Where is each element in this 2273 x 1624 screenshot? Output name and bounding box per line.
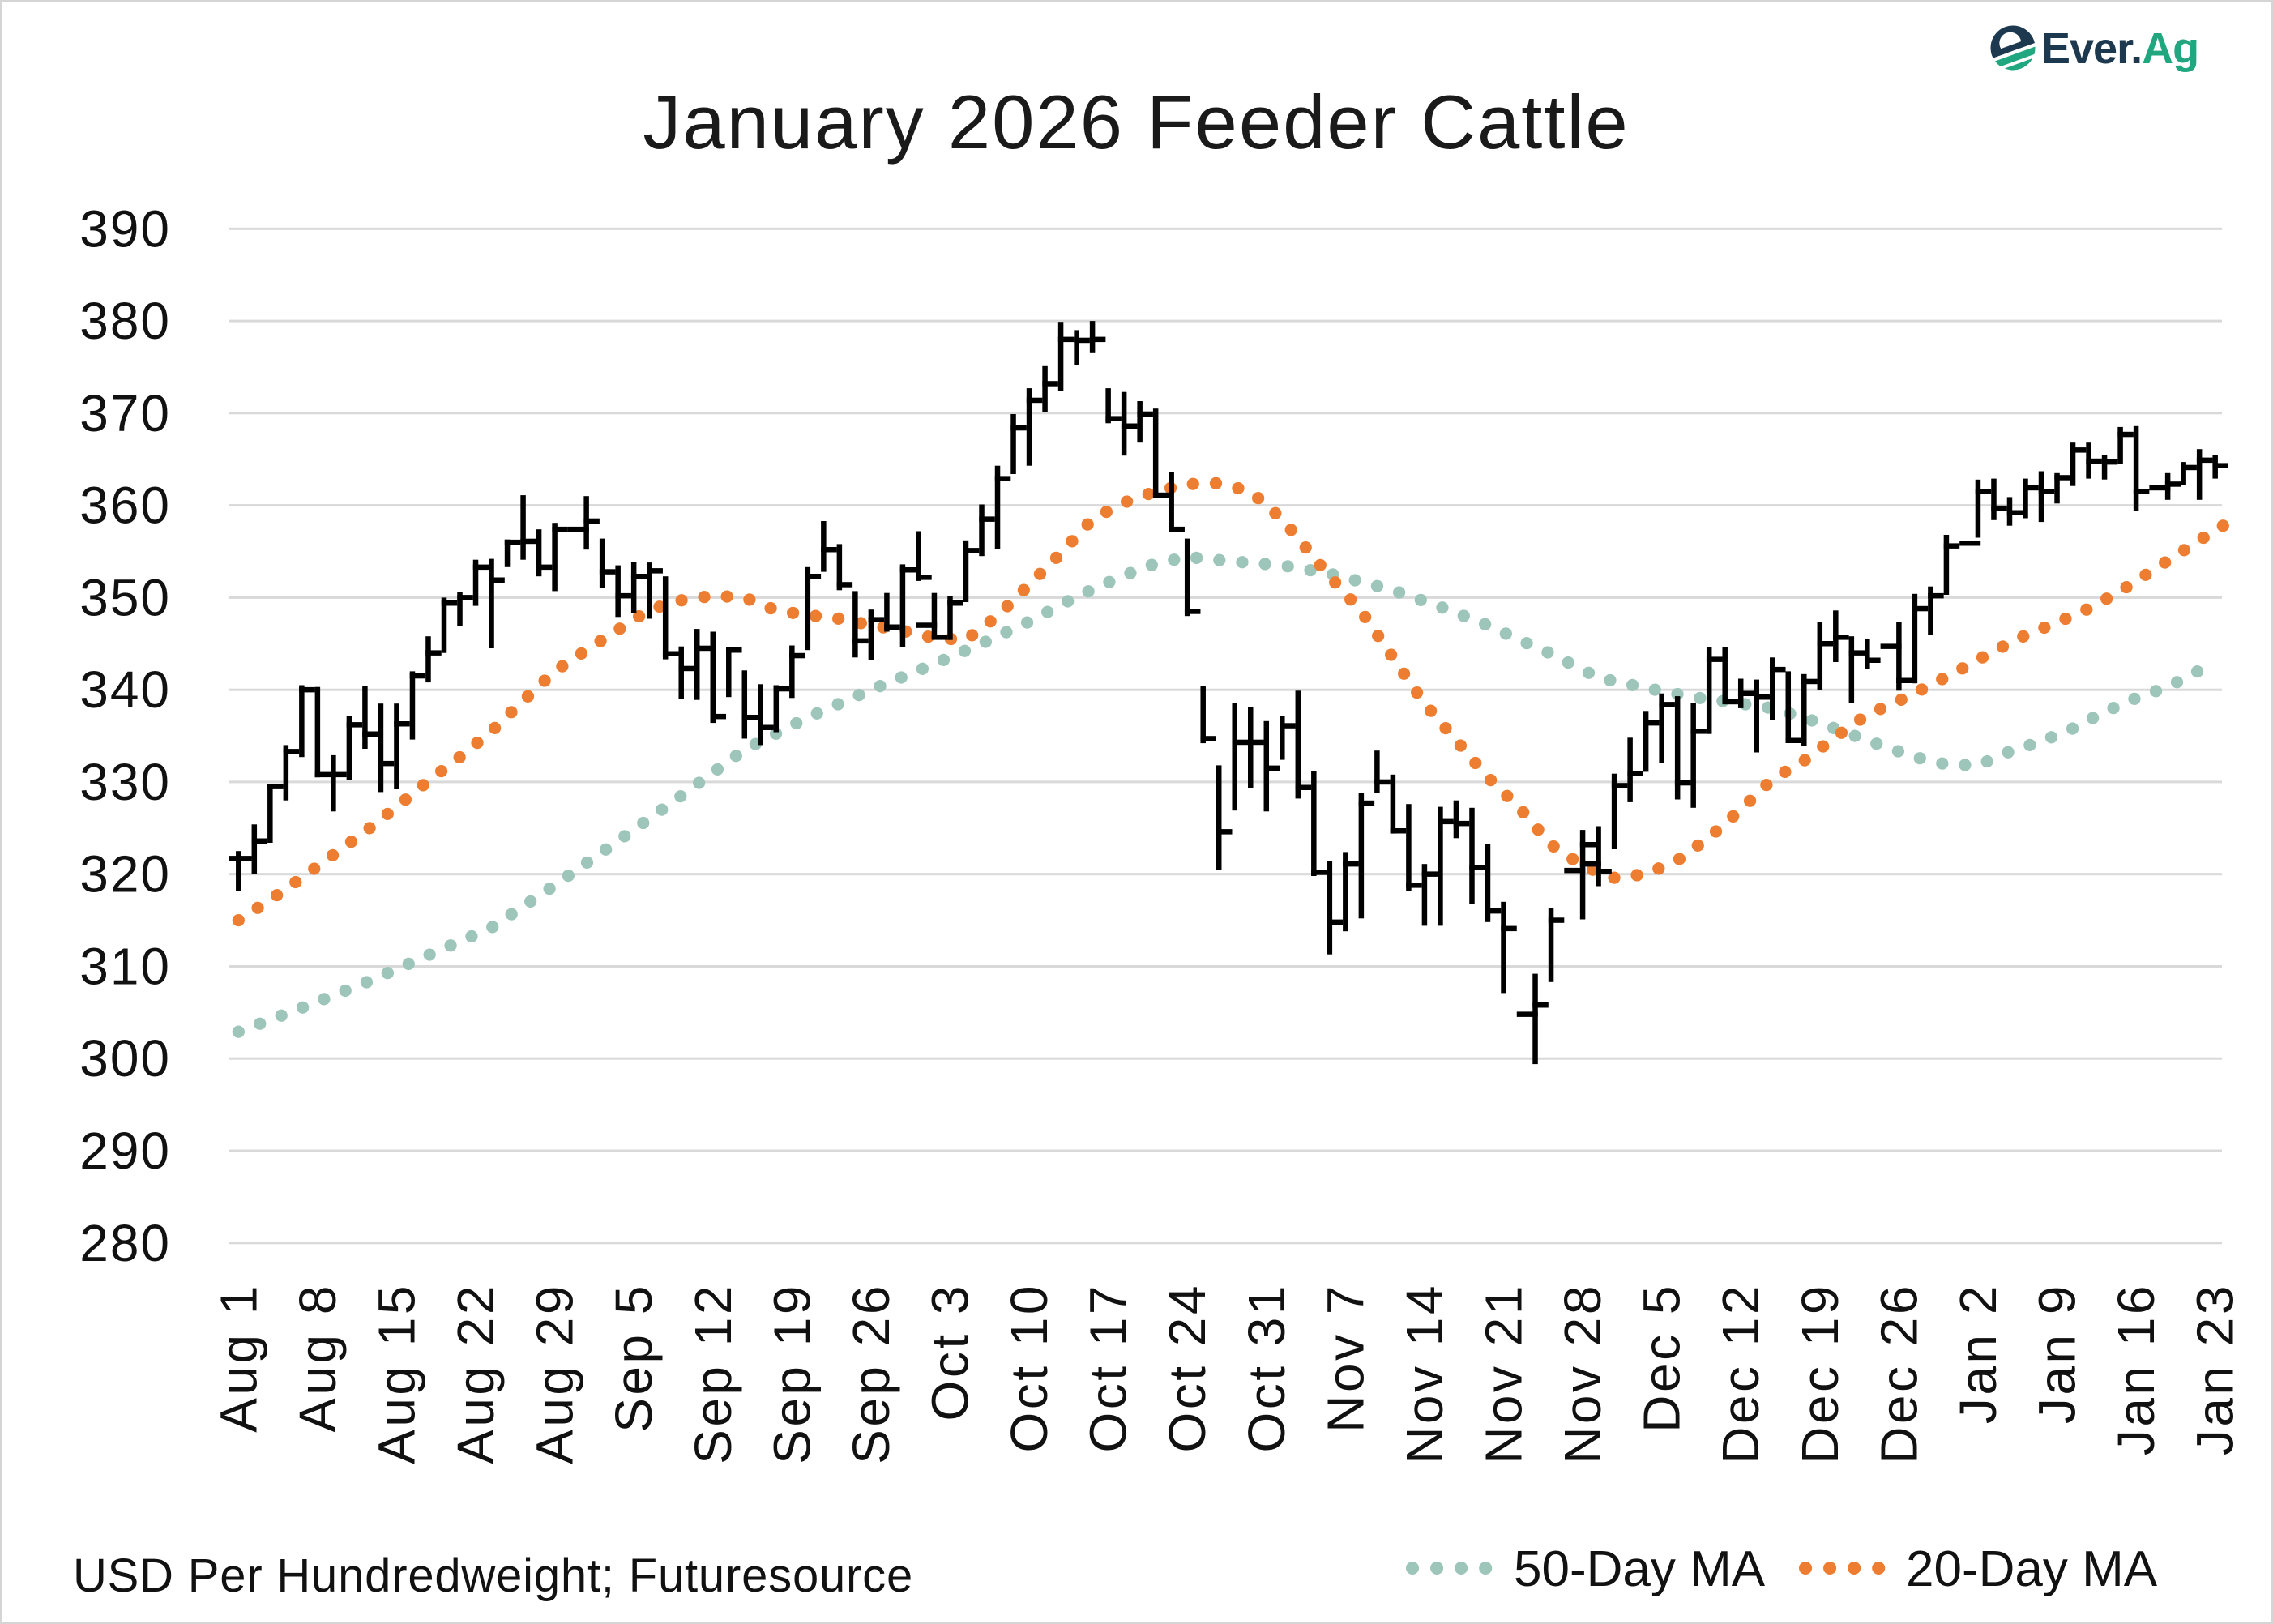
svg-text:380: 380: [79, 292, 171, 350]
svg-text:Jan 2: Jan 2: [1949, 1283, 2007, 1424]
svg-text:Sep 5: Sep 5: [605, 1283, 663, 1433]
svg-text:340: 340: [79, 660, 171, 719]
svg-text:360: 360: [79, 477, 171, 535]
svg-text:Nov 14: Nov 14: [1395, 1283, 1454, 1464]
svg-text:Nov 28: Nov 28: [1553, 1283, 1612, 1464]
svg-text:Aug 1: Aug 1: [209, 1283, 267, 1433]
svg-text:Sep 26: Sep 26: [842, 1283, 900, 1464]
svg-text:Oct 24: Oct 24: [1158, 1283, 1216, 1453]
svg-text:Nov 7: Nov 7: [1316, 1283, 1374, 1433]
svg-text:Dec 5: Dec 5: [1633, 1283, 1691, 1433]
svg-text:January 2026 Feeder Cattle: January 2026 Feeder Cattle: [643, 79, 1629, 165]
svg-text:Dec 19: Dec 19: [1791, 1283, 1849, 1464]
svg-text:Jan 16: Jan 16: [2107, 1283, 2165, 1455]
svg-text:Aug 15: Aug 15: [368, 1283, 426, 1464]
svg-text:Aug 22: Aug 22: [446, 1283, 505, 1464]
svg-text:20-Day MA: 20-Day MA: [1906, 1541, 2158, 1597]
svg-text:Oct 3: Oct 3: [921, 1283, 980, 1421]
svg-text:Ever.Ag: Ever.Ag: [2041, 24, 2198, 73]
svg-text:320: 320: [79, 845, 171, 904]
svg-text:Nov 21: Nov 21: [1475, 1283, 1533, 1464]
svg-text:280: 280: [79, 1214, 171, 1272]
svg-text:370: 370: [79, 384, 171, 442]
svg-text:Aug 8: Aug 8: [288, 1283, 347, 1433]
svg-text:Jan 23: Jan 23: [2186, 1283, 2245, 1455]
svg-text:Aug 29: Aug 29: [526, 1283, 584, 1464]
svg-text:USD Per Hundredweight; Futures: USD Per Hundredweight; Futuresource: [73, 1549, 913, 1602]
svg-text:Sep 12: Sep 12: [684, 1283, 742, 1464]
svg-text:300: 300: [79, 1029, 171, 1088]
svg-text:390: 390: [79, 199, 171, 258]
svg-text:Oct 31: Oct 31: [1237, 1283, 1296, 1453]
svg-text:Sep 19: Sep 19: [763, 1283, 821, 1464]
svg-text:Jan 9: Jan 9: [2028, 1283, 2087, 1424]
svg-text:Oct 17: Oct 17: [1079, 1283, 1138, 1453]
svg-text:330: 330: [79, 753, 171, 811]
svg-text:Dec 12: Dec 12: [1711, 1283, 1770, 1464]
svg-text:Dec 26: Dec 26: [1869, 1283, 1928, 1464]
svg-text:50-Day MA: 50-Day MA: [1514, 1541, 1766, 1597]
svg-text:350: 350: [79, 568, 171, 626]
svg-text:Oct 10: Oct 10: [1000, 1283, 1058, 1453]
svg-text:290: 290: [79, 1122, 171, 1180]
svg-text:310: 310: [79, 938, 171, 996]
